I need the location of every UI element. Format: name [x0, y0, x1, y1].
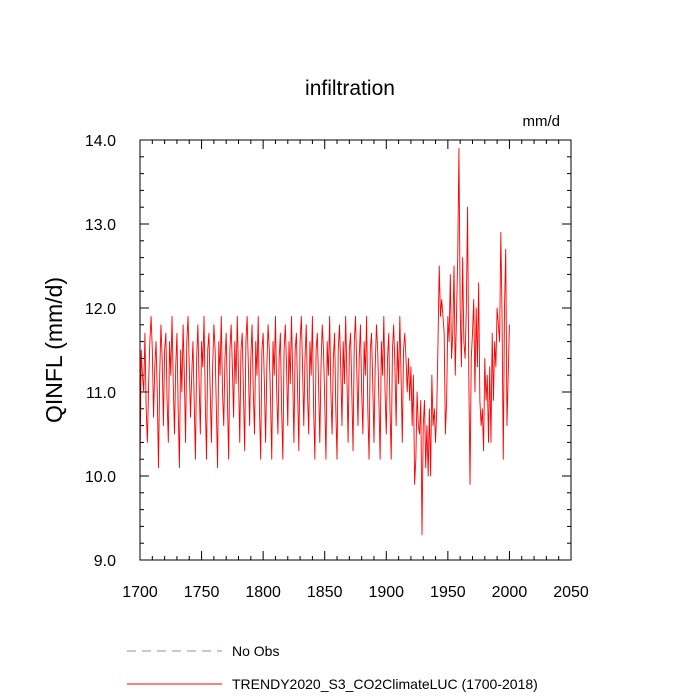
- y-tick-label: 10.0: [85, 469, 116, 486]
- x-tick-label: 2000: [492, 584, 528, 601]
- x-tick-label: 1900: [368, 584, 404, 601]
- x-tick-label: 1700: [122, 584, 158, 601]
- y-axis-label: QINFL (mm/d): [41, 277, 67, 423]
- x-tick-label: 1950: [430, 584, 466, 601]
- y-tick-label: 9.0: [94, 553, 116, 570]
- x-tick-label: 1800: [245, 584, 281, 601]
- plot-frame: [139, 139, 572, 561]
- units-label: mm/d: [523, 113, 561, 130]
- legend-label-no-obs: No Obs: [232, 643, 279, 659]
- y-tick-label: 14.0: [85, 133, 116, 150]
- y-tick-labels: 9.0 10.0 11.0 12.0 13.0 14.0: [85, 133, 116, 570]
- x-tick-label: 1850: [307, 584, 343, 601]
- series-line: [139, 147, 510, 536]
- y-tick-label: 12.0: [85, 301, 116, 318]
- chart-title: infiltration: [305, 77, 395, 100]
- series-group: [139, 147, 510, 536]
- legend-label-trendy: TRENDY2020_S3_CO2ClimateLUC (1700-2018): [232, 676, 538, 692]
- x-tick-label: 2050: [553, 584, 589, 601]
- legend: No Obs TRENDY2020_S3_CO2ClimateLUC (1700…: [127, 643, 538, 692]
- x-tick-label: 1750: [184, 584, 220, 601]
- y-tick-label: 11.0: [86, 385, 116, 402]
- x-tick-labels: 1700 1750 1800 1850 1900 1950 2000 2050: [122, 584, 589, 601]
- y-tick-label: 13.0: [85, 217, 116, 234]
